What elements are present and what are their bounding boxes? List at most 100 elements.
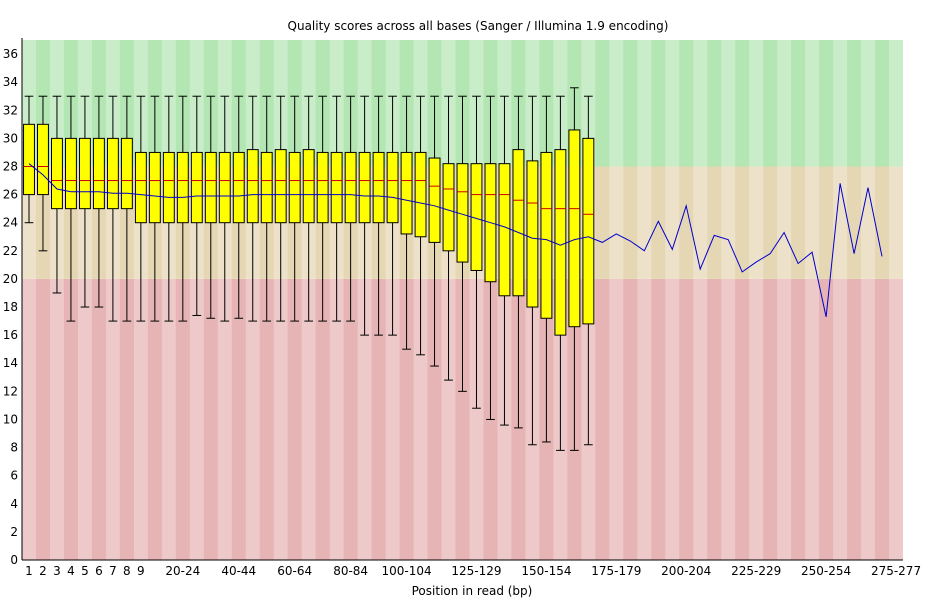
x-tick-label: 80-84 <box>333 564 368 578</box>
box-75-79 <box>330 95 343 322</box>
box-iqr <box>526 160 539 308</box>
y-tick-label: 24 <box>3 216 18 230</box>
box-iqr <box>358 151 371 224</box>
x-tick-label: 250-254 <box>801 564 851 578</box>
box-2 <box>37 95 49 252</box>
box-series <box>23 87 595 451</box>
box-iqr <box>414 151 427 238</box>
box-iqr <box>218 151 231 224</box>
box-45-49 <box>246 95 259 322</box>
x-tick-label: 150-154 <box>521 564 571 578</box>
box-iqr <box>316 151 329 224</box>
x-tick-label: 40-44 <box>221 564 256 578</box>
x-tick-label: 125-129 <box>451 564 501 578</box>
box-160-164 <box>568 87 581 451</box>
box-iqr <box>134 151 147 224</box>
column-stripe <box>693 40 708 560</box>
column-stripe <box>665 40 680 560</box>
column-stripe <box>777 40 792 560</box>
y-tick-label: 36 <box>3 47 18 61</box>
x-tick-label: 1 <box>25 564 33 578</box>
box-30-34 <box>204 95 217 319</box>
box-40-44 <box>232 95 245 319</box>
box-iqr <box>498 163 511 297</box>
box-iqr <box>274 149 287 224</box>
box-iqr <box>386 151 399 224</box>
x-tick-label: 100-104 <box>381 564 431 578</box>
y-tick-label: 34 <box>3 75 18 89</box>
box-15-19 <box>162 95 175 322</box>
box-iqr <box>64 137 77 210</box>
box-8 <box>120 95 133 322</box>
y-tick-label: 10 <box>3 412 18 426</box>
y-tick-label: 6 <box>10 469 18 483</box>
column-stripe <box>609 40 624 560</box>
box-iqr <box>162 151 175 224</box>
x-tick-label: 200-204 <box>661 564 711 578</box>
x-tick-label: 60-64 <box>277 564 312 578</box>
mean-line-series <box>28 163 883 318</box>
box-iqr <box>176 151 189 224</box>
box-5 <box>78 95 91 308</box>
x-tick-label: 225-229 <box>731 564 781 578</box>
y-tick-label: 20 <box>3 272 18 286</box>
column-stripe <box>833 40 848 560</box>
box-60-64 <box>288 95 301 322</box>
box-20-24 <box>176 95 189 322</box>
box-iqr <box>23 123 35 196</box>
box-iqr <box>288 151 301 224</box>
box-iqr <box>568 129 581 328</box>
box-iqr <box>442 163 455 252</box>
y-tick-label: 30 <box>3 131 18 145</box>
box-iqr <box>512 149 525 297</box>
box-iqr <box>92 137 105 210</box>
box-7 <box>106 95 119 322</box>
x-tick-label: 175-179 <box>591 564 641 578</box>
box-iqr <box>400 151 413 235</box>
mean-line <box>28 163 883 318</box>
box-10-14 <box>148 95 161 322</box>
box-25-29 <box>190 95 203 316</box>
box-iqr <box>344 151 357 224</box>
column-stripe <box>721 40 736 560</box>
box-iqr <box>148 151 161 224</box>
x-ticks: 1 2 3 4 5 6 7 8 9 20-24 40-44 60-64 80-84 100-104 125-… <box>25 564 921 578</box>
x-axis-label: Position in read (bp) <box>412 584 533 598</box>
box-155-159 <box>554 95 567 451</box>
box-115-119 <box>442 95 455 381</box>
box-50-54 <box>260 95 273 322</box>
x-tick-label: 8 <box>123 564 131 578</box>
box-iqr <box>330 151 343 224</box>
box-9 <box>134 95 147 322</box>
x-tick-label: 5 <box>81 564 89 578</box>
box-iqr <box>554 149 567 336</box>
box-65-69 <box>302 95 315 322</box>
x-tick-label: 7 <box>109 564 117 578</box>
x-tick-label: 9 <box>137 564 145 578</box>
box-140-144 <box>512 95 525 429</box>
y-tick-label: 26 <box>3 188 18 202</box>
column-stripe <box>805 40 820 560</box>
chart-title: Quality scores across all bases (Sanger … <box>288 19 669 33</box>
box-135-139 <box>498 95 511 426</box>
column-stripe <box>861 40 876 560</box>
x-tick-label: 4 <box>67 564 75 578</box>
y-tick-label: 28 <box>3 159 18 173</box>
column-stripe <box>889 40 903 560</box>
y-tick-label: 32 <box>3 103 18 117</box>
box-150-154 <box>540 95 553 443</box>
y-tick-label: 16 <box>3 328 18 342</box>
y-tick-label: 2 <box>10 525 18 539</box>
box-105-109 <box>414 95 427 356</box>
box-165-169 <box>582 95 595 446</box>
column-stripe <box>749 40 764 560</box>
axes <box>21 38 903 561</box>
box-iqr <box>372 151 385 224</box>
column-stripe <box>637 40 652 560</box>
y-tick-label: 12 <box>3 384 18 398</box>
y-tick-label: 8 <box>10 441 18 455</box>
y-tick-label: 18 <box>3 300 18 314</box>
